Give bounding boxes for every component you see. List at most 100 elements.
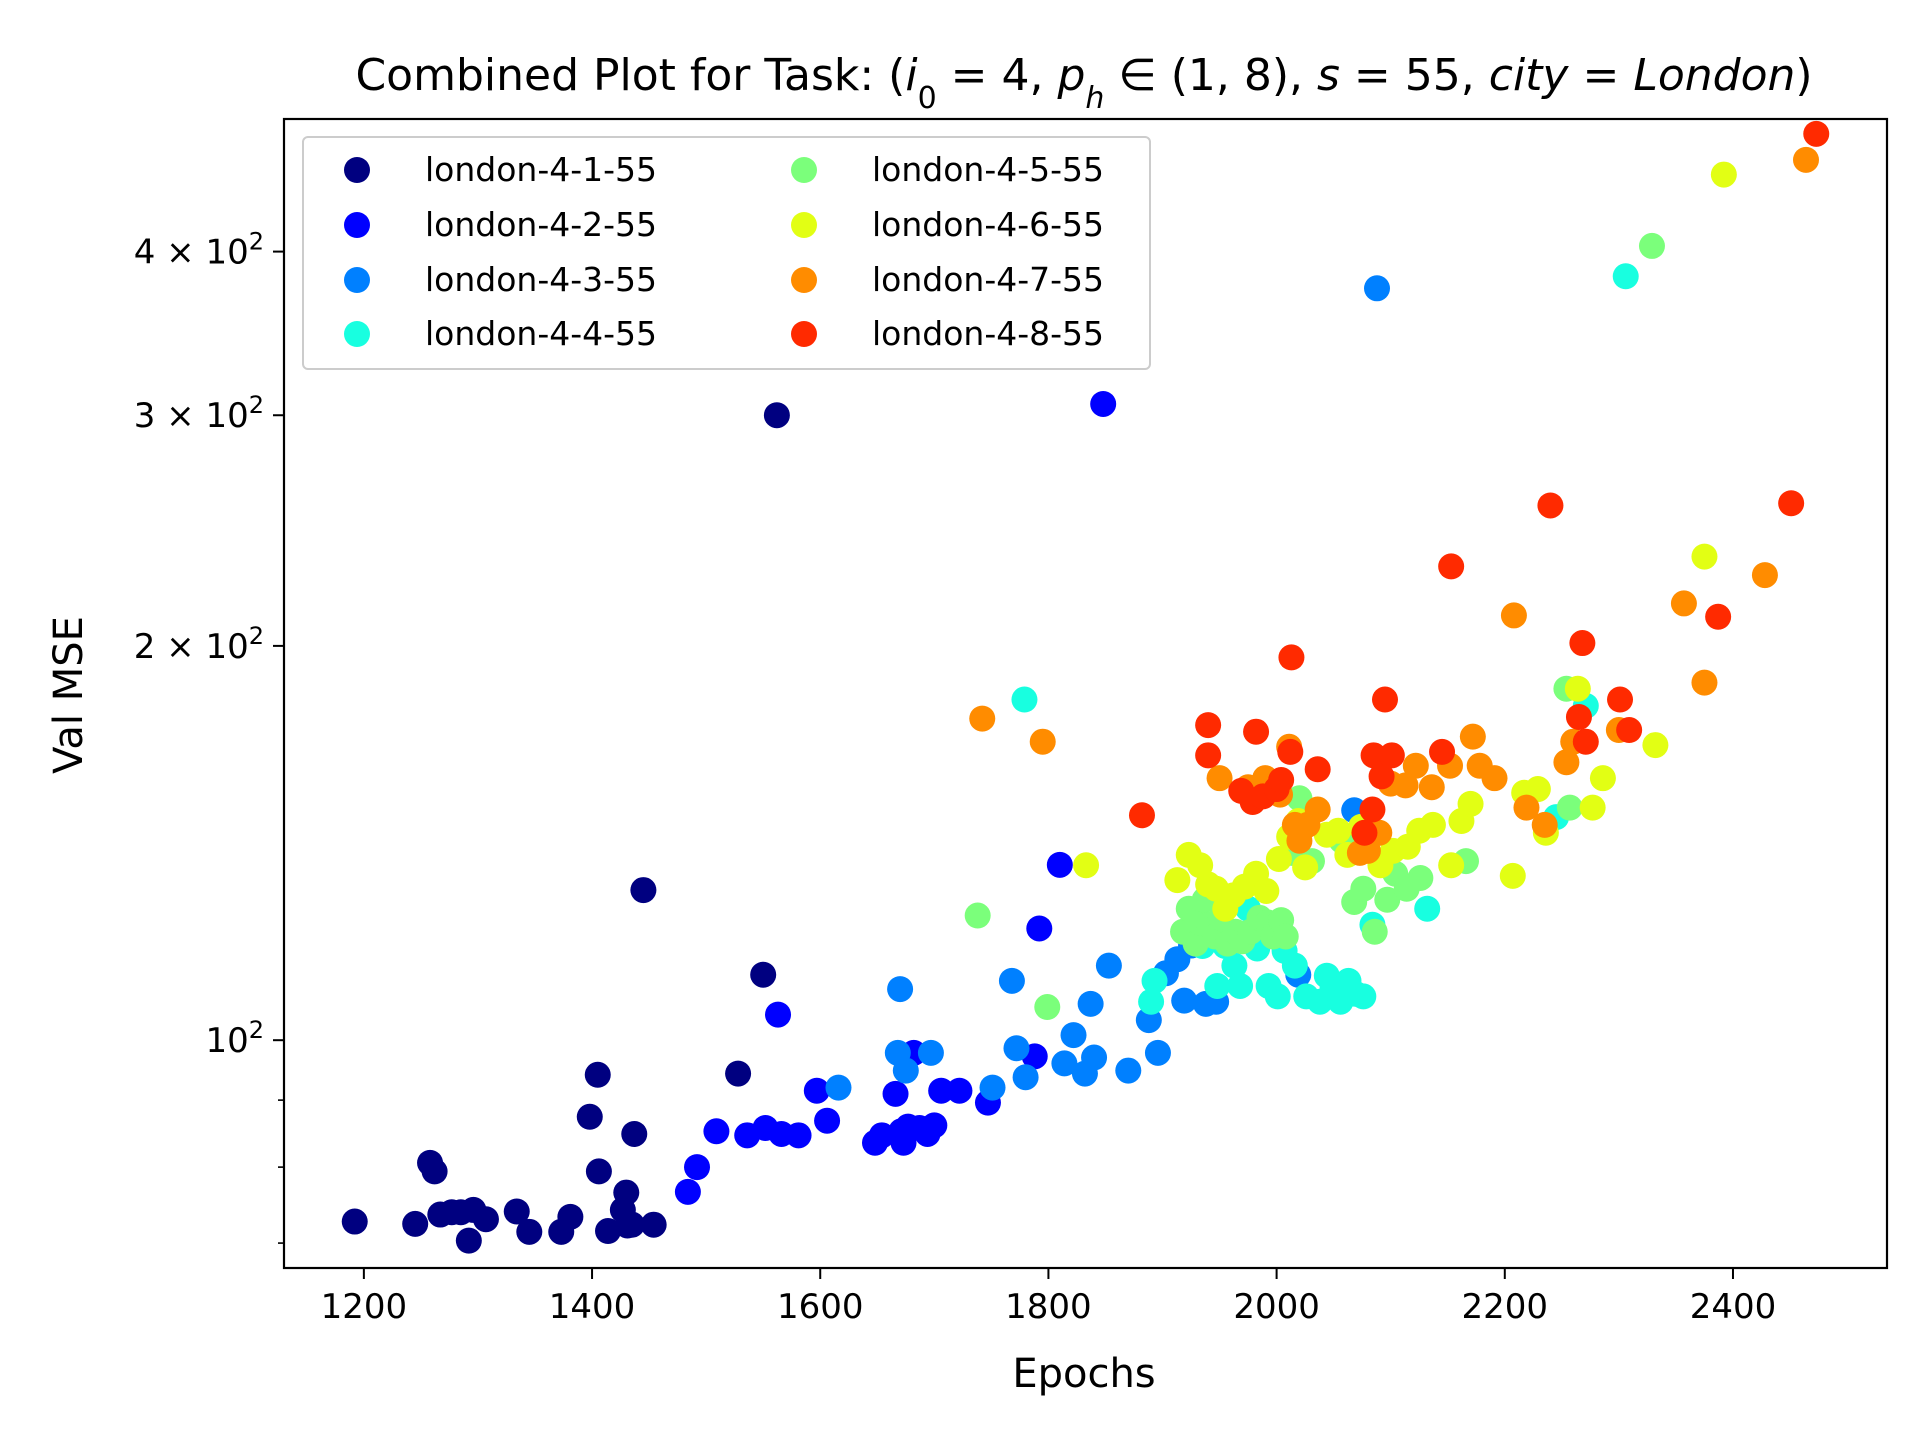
data-point <box>703 1118 730 1145</box>
data-point <box>1778 490 1805 517</box>
data-point <box>887 976 914 1003</box>
data-point <box>1392 772 1419 799</box>
series-london-4-6-55 <box>1073 161 1737 922</box>
data-point <box>621 1120 648 1147</box>
data-point <box>1060 1022 1087 1049</box>
data-point <box>1803 120 1830 147</box>
legend-marker <box>344 321 370 347</box>
data-point <box>969 705 996 732</box>
data-point <box>1438 852 1465 879</box>
x-tick-label: 1600 <box>777 1287 864 1327</box>
data-point <box>1090 390 1117 417</box>
data-point <box>402 1210 429 1237</box>
data-point <box>584 1061 611 1088</box>
data-point <box>1026 915 1053 942</box>
data-point <box>1272 923 1299 950</box>
data-point <box>1138 988 1165 1015</box>
data-point <box>1077 990 1104 1017</box>
data-point <box>455 1227 482 1254</box>
data-point <box>928 1077 955 1104</box>
data-point <box>1144 1039 1171 1066</box>
data-point <box>618 1211 645 1238</box>
legend-marker <box>344 212 370 238</box>
data-point <box>1171 987 1198 1014</box>
data-point <box>1046 851 1073 878</box>
data-point <box>1304 756 1331 783</box>
data-point <box>1073 852 1100 879</box>
series-london-4-5-55 <box>964 232 1665 1021</box>
data-point <box>1556 794 1583 821</box>
data-point <box>1459 723 1486 750</box>
data-point <box>1499 862 1526 889</box>
data-point <box>1325 817 1352 844</box>
data-point <box>1607 686 1634 713</box>
data-point <box>1751 562 1778 589</box>
data-point <box>1292 854 1319 881</box>
data-point <box>1350 983 1377 1010</box>
data-point <box>1638 232 1665 259</box>
data-point <box>1051 1050 1078 1077</box>
data-point <box>421 1158 448 1185</box>
data-point <box>979 1074 1006 1101</box>
series-london-4-8-55 <box>1128 120 1830 846</box>
data-point <box>1034 994 1061 1021</box>
data-point <box>882 1080 909 1107</box>
y-tick-label: 4 × 102 <box>134 228 264 273</box>
x-tick-label: 1200 <box>321 1287 408 1327</box>
data-point <box>1612 263 1639 290</box>
legend: london-4-1-55 london-4-2-55 london-4-3-55 l… <box>302 136 1151 370</box>
series-london-4-4-55 <box>1011 263 1639 1015</box>
legend-marker <box>791 321 817 347</box>
data-point <box>1531 811 1558 838</box>
data-point <box>1374 886 1401 913</box>
data-point <box>1304 796 1331 823</box>
legend-marker <box>344 157 370 183</box>
data-point <box>503 1198 530 1225</box>
data-point <box>684 1154 711 1181</box>
data-point <box>1569 630 1596 657</box>
data-point <box>1414 895 1441 922</box>
data-point <box>1710 161 1737 188</box>
data-point <box>1351 819 1378 846</box>
data-point <box>1360 742 1387 769</box>
x-tick-label: 2200 <box>1462 1287 1549 1327</box>
data-point <box>1265 846 1292 873</box>
data-point <box>1418 774 1445 801</box>
x-tick-label: 2000 <box>1233 1287 1320 1327</box>
legend-label: london-4-2-55 <box>425 205 657 244</box>
chart-title: Combined Plot for Task: (i0 = 4, ph ∈ (1… <box>355 50 1812 116</box>
data-point <box>1081 1044 1108 1071</box>
data-point <box>516 1218 543 1245</box>
legend-label: london-4-6-55 <box>872 205 1104 244</box>
data-point <box>1264 983 1291 1010</box>
data-point <box>1350 875 1377 902</box>
data-point <box>1500 602 1527 629</box>
data-point <box>1438 553 1465 580</box>
y-tick-label: 102 <box>205 1016 264 1061</box>
data-point <box>341 1208 368 1235</box>
data-point <box>868 1122 895 1149</box>
data-point <box>750 961 777 988</box>
data-point <box>1457 790 1484 817</box>
y-tick-label: 3 × 102 <box>134 391 264 436</box>
data-point <box>1204 972 1231 999</box>
data-point <box>1419 811 1446 838</box>
data-point <box>630 877 657 904</box>
data-point <box>1268 766 1295 793</box>
data-point <box>1115 1057 1142 1084</box>
data-point <box>1277 738 1304 765</box>
data-point <box>557 1203 584 1230</box>
legend-marker <box>791 212 817 238</box>
data-point <box>1364 275 1391 302</box>
legend-label: london-4-8-55 <box>872 314 1104 353</box>
data-point <box>1195 742 1222 769</box>
data-point <box>1227 972 1254 999</box>
data-point <box>1029 728 1056 755</box>
data-point <box>1402 752 1429 779</box>
data-point <box>613 1179 640 1206</box>
data-point <box>1012 1064 1039 1091</box>
data-point <box>472 1206 499 1233</box>
data-point <box>763 402 790 429</box>
data-point <box>1003 1035 1030 1062</box>
legend-box <box>302 136 1151 370</box>
